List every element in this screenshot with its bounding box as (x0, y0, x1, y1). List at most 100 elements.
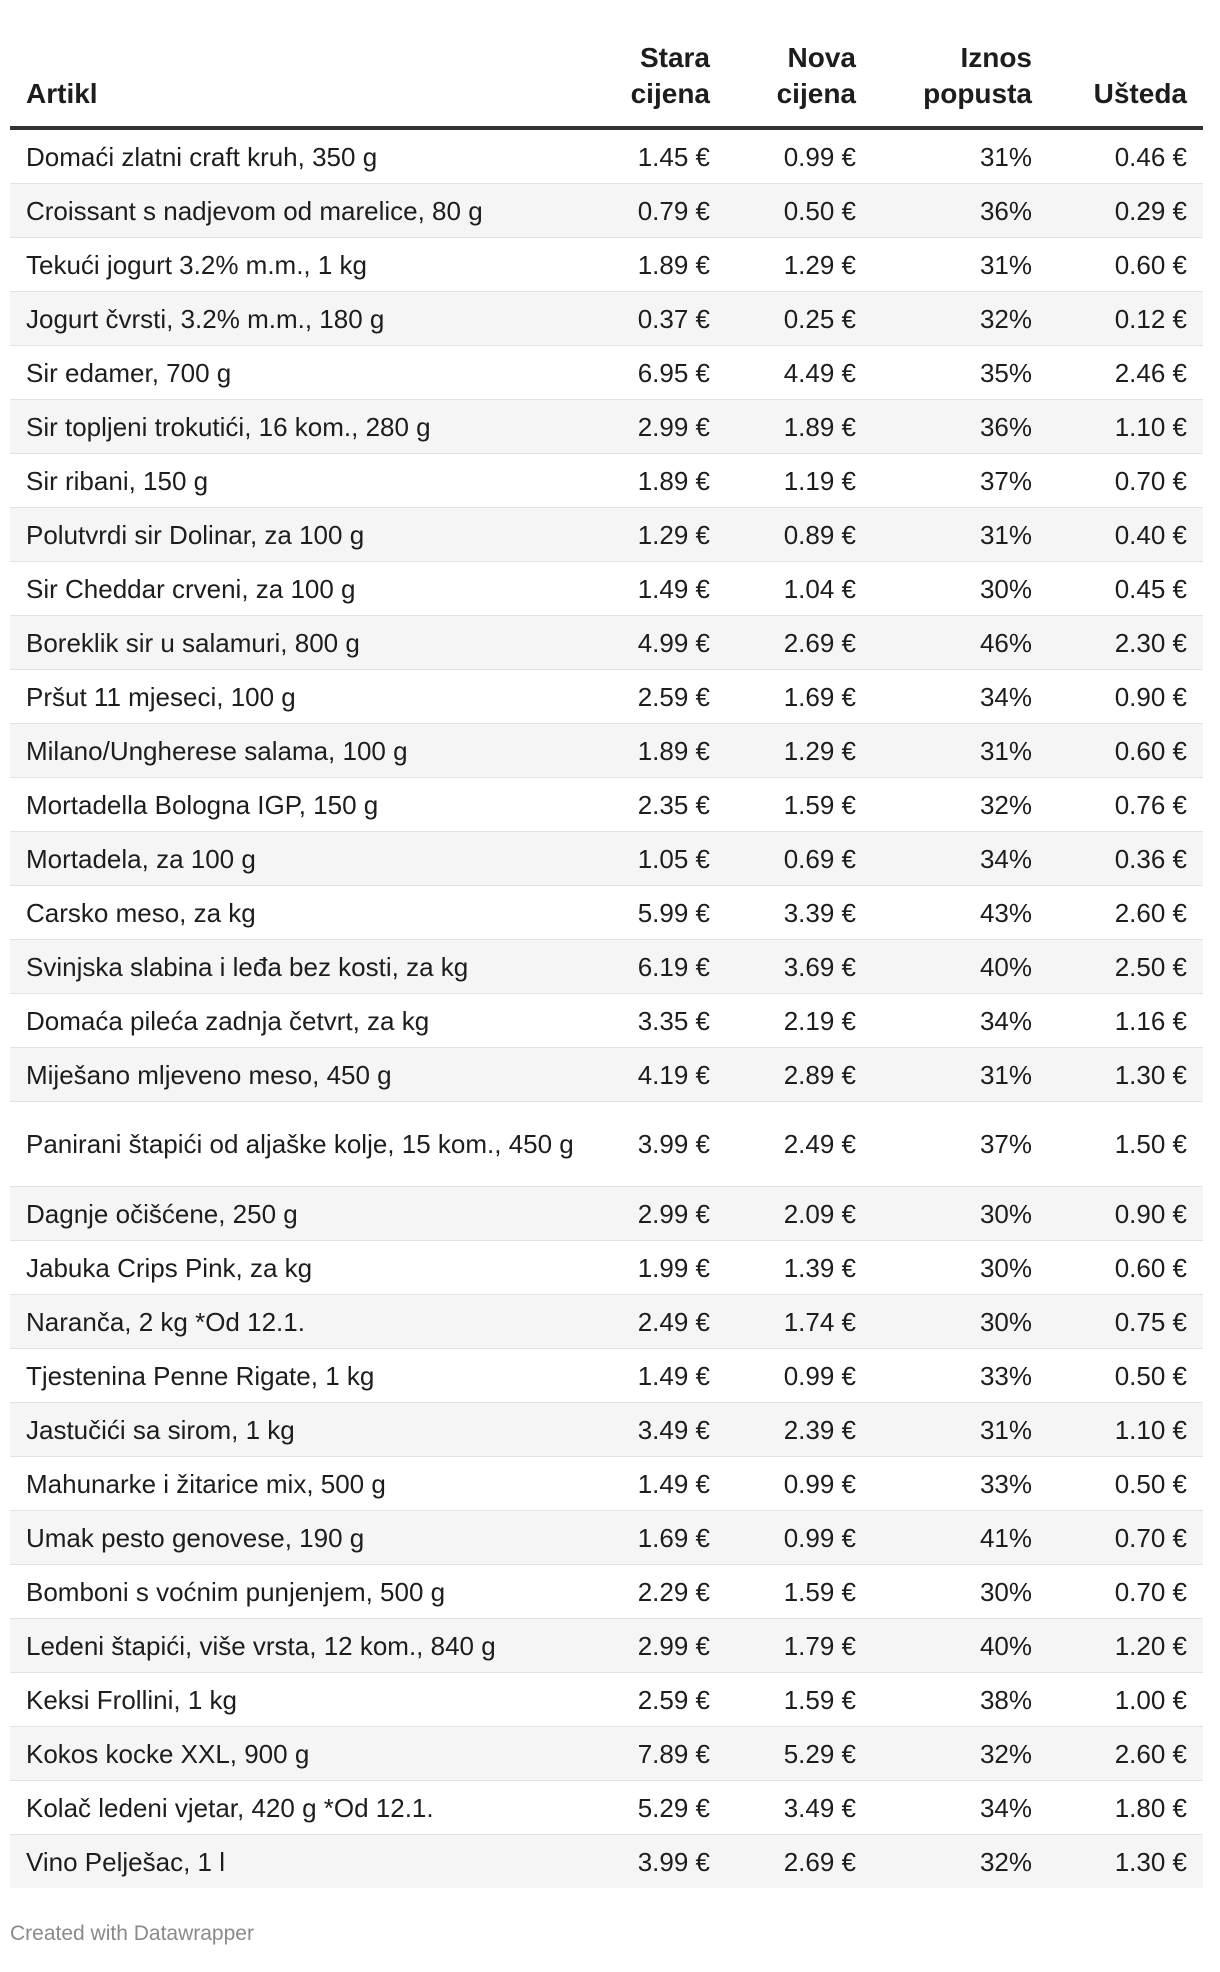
cell-popust: 34% (872, 993, 1048, 1048)
cell-popust: 31% (872, 237, 1048, 292)
table-row: Milano/Ungherese salama, 100 g 1.89 €1.29… (10, 723, 1203, 778)
cell-popust: 37% (872, 453, 1048, 508)
cell-stara: 3.35 € (592, 993, 726, 1048)
cell-stara: 1.69 € (592, 1510, 726, 1565)
table-row: Boreklik sir u salamuri, 800 g 4.99 €2.69… (10, 615, 1203, 670)
cell-usteda: 0.90 € (1048, 669, 1203, 724)
cell-artikl: Tjestenina Penne Rigate, 1 kg (10, 1348, 592, 1403)
price-table-container: Artikl Stara cijena Nova cijena Iznos popusta U… (10, 40, 1203, 1888)
cell-stara: 6.95 € (592, 345, 726, 400)
cell-artikl: Sir edamer, 700 g (10, 345, 592, 400)
table-row: Vino Pelješac, 1 l 3.99 €2.69 €32% 1.30 € (10, 1834, 1203, 1888)
cell-usteda: 0.12 € (1048, 291, 1203, 346)
column-header-popust-line: Iznos (960, 42, 1032, 73)
table-row: Sir ribani, 150 g 1.89 €1.19 €37% 0.70 € (10, 453, 1203, 508)
cell-artikl: Kolač ledeni vjetar, 420 g *Od 12.1. (10, 1780, 592, 1835)
cell-usteda: 2.60 € (1048, 1726, 1203, 1781)
cell-artikl: Panirani štapići od aljaške kolje, 15 ko… (10, 1101, 592, 1187)
cell-popust: 36% (872, 399, 1048, 454)
column-header-nova-line: cijena (776, 78, 856, 109)
cell-usteda: 1.16 € (1048, 993, 1203, 1048)
cell-popust: 38% (872, 1672, 1048, 1727)
table-row: Sir edamer, 700 g 6.95 €4.49 €35% 2.46 € (10, 345, 1203, 400)
cell-popust: 41% (872, 1510, 1048, 1565)
cell-nova: 4.49 € (726, 345, 872, 400)
column-header-artikl: Artikl (10, 40, 592, 130)
table-row: Miješano mljeveno meso, 450 g 4.19 €2.89 … (10, 1047, 1203, 1102)
cell-artikl: Naranča, 2 kg *Od 12.1. (10, 1294, 592, 1349)
cell-artikl: Polutvrdi sir Dolinar, za 100 g (10, 507, 592, 562)
table-body: Domaći zlatni craft kruh, 350 g 1.45 €0.9… (10, 128, 1203, 1888)
cell-popust: 40% (872, 1618, 1048, 1673)
column-header-nova: Nova cijena (726, 40, 872, 130)
cell-artikl: Mortadella Bologna IGP, 150 g (10, 777, 592, 832)
cell-artikl: Keksi Frollini, 1 kg (10, 1672, 592, 1727)
table-row: Kolač ledeni vjetar, 420 g *Od 12.1. 5.29… (10, 1780, 1203, 1835)
cell-stara: 7.89 € (592, 1726, 726, 1781)
cell-usteda: 1.30 € (1048, 1047, 1203, 1102)
cell-artikl: Pršut 11 mjeseci, 100 g (10, 669, 592, 724)
cell-stara: 3.49 € (592, 1402, 726, 1457)
column-header-nova-line: Nova (787, 42, 856, 73)
cell-usteda: 1.50 € (1048, 1101, 1203, 1187)
cell-nova: 1.29 € (726, 723, 872, 778)
cell-popust: 37% (872, 1101, 1048, 1187)
cell-popust: 31% (872, 723, 1048, 778)
cell-usteda: 0.70 € (1048, 1510, 1203, 1565)
cell-artikl: Croissant s nadjevom od marelice, 80 g (10, 183, 592, 238)
cell-usteda: 0.45 € (1048, 561, 1203, 616)
table-row: Sir topljeni trokutići, 16 kom., 280 g 2.… (10, 399, 1203, 454)
cell-popust: 46% (872, 615, 1048, 670)
cell-popust: 31% (872, 1402, 1048, 1457)
cell-stara: 3.99 € (592, 1101, 726, 1187)
cell-popust: 32% (872, 291, 1048, 346)
table-row: Dagnje očišćene, 250 g 2.99 €2.09 €30% 0.9… (10, 1186, 1203, 1241)
cell-nova: 2.49 € (726, 1101, 872, 1187)
cell-nova: 3.39 € (726, 885, 872, 940)
cell-stara: 1.89 € (592, 237, 726, 292)
datawrapper-credit: Created with Datawrapper (10, 1922, 254, 1945)
cell-usteda: 0.50 € (1048, 1348, 1203, 1403)
cell-nova: 1.59 € (726, 1672, 872, 1727)
table-row: Domaći zlatni craft kruh, 350 g 1.45 €0.9… (10, 128, 1203, 184)
cell-stara: 2.59 € (592, 669, 726, 724)
cell-stara: 1.99 € (592, 1240, 726, 1295)
cell-usteda: 2.46 € (1048, 345, 1203, 400)
cell-nova: 1.29 € (726, 237, 872, 292)
table-row: Naranča, 2 kg *Od 12.1. 2.49 €1.74 €30% 0.… (10, 1294, 1203, 1349)
cell-stara: 2.59 € (592, 1672, 726, 1727)
cell-popust: 33% (872, 1348, 1048, 1403)
cell-artikl: Milano/Ungherese salama, 100 g (10, 723, 592, 778)
cell-popust: 30% (872, 1186, 1048, 1241)
cell-popust: 30% (872, 1240, 1048, 1295)
cell-artikl: Sir ribani, 150 g (10, 453, 592, 508)
cell-stara: 1.05 € (592, 831, 726, 886)
cell-artikl: Kokos kocke XXL, 900 g (10, 1726, 592, 1781)
cell-nova: 0.99 € (726, 1456, 872, 1511)
cell-artikl: Jogurt čvrsti, 3.2% m.m., 180 g (10, 291, 592, 346)
cell-usteda: 0.40 € (1048, 507, 1203, 562)
cell-nova: 1.59 € (726, 777, 872, 832)
cell-usteda: 2.60 € (1048, 885, 1203, 940)
cell-stara: 2.29 € (592, 1564, 726, 1619)
table-row: Umak pesto genovese, 190 g 1.69 €0.99 €41… (10, 1510, 1203, 1565)
cell-usteda: 0.70 € (1048, 1564, 1203, 1619)
cell-nova: 2.89 € (726, 1047, 872, 1102)
cell-popust: 40% (872, 939, 1048, 994)
cell-nova: 1.74 € (726, 1294, 872, 1349)
cell-nova: 2.69 € (726, 1834, 872, 1888)
cell-usteda: 0.90 € (1048, 1186, 1203, 1241)
cell-nova: 0.89 € (726, 507, 872, 562)
cell-usteda: 1.80 € (1048, 1780, 1203, 1835)
cell-usteda: 0.29 € (1048, 183, 1203, 238)
cell-popust: 32% (872, 1726, 1048, 1781)
cell-artikl: Tekući jogurt 3.2% m.m., 1 kg (10, 237, 592, 292)
cell-artikl: Vino Pelješac, 1 l (10, 1834, 592, 1888)
cell-popust: 31% (872, 1047, 1048, 1102)
cell-usteda: 0.36 € (1048, 831, 1203, 886)
header-row: Artikl Stara cijena Nova cijena Iznos popusta U… (10, 40, 1203, 130)
cell-usteda: 1.00 € (1048, 1672, 1203, 1727)
cell-usteda: 1.20 € (1048, 1618, 1203, 1673)
cell-stara: 1.89 € (592, 453, 726, 508)
cell-nova: 3.69 € (726, 939, 872, 994)
